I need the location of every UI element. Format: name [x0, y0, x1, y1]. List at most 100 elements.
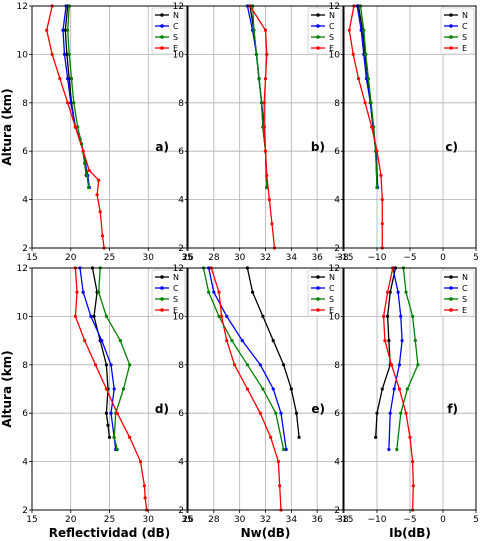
data-point-S: [413, 339, 417, 343]
data-point-E: [87, 168, 91, 173]
data-point-C: [212, 290, 216, 294]
y-tick-label: 12: [329, 264, 340, 274]
data-point-N: [271, 339, 275, 343]
x-tick-label: 35: [181, 253, 192, 263]
data-point-E: [50, 52, 54, 57]
data-point-S: [76, 125, 80, 129]
data-point-E: [389, 363, 394, 367]
data-point-E: [404, 411, 408, 415]
legend-label-N: N: [462, 11, 468, 20]
y-axis-label: Altura (km): [0, 350, 14, 427]
x-tick-label: 36: [311, 515, 323, 525]
data-point-C: [81, 290, 85, 294]
legend-label-C: C: [329, 284, 335, 293]
y-tick-label: 4: [22, 458, 28, 468]
x-tick-label: −15: [335, 515, 354, 525]
data-point-C: [240, 339, 244, 343]
data-point-S: [252, 28, 256, 32]
data-point-E: [100, 234, 105, 238]
legend-marker-E: [449, 46, 453, 50]
x-tick-label: 25: [104, 515, 115, 525]
data-point-S: [245, 363, 250, 367]
x-tick-label: 20: [65, 253, 77, 263]
data-point-N: [388, 290, 392, 294]
x-tick-label: 0: [440, 515, 446, 525]
legend-marker-E: [160, 308, 164, 312]
x-tick-label: 35: [181, 515, 192, 525]
data-point-N: [385, 314, 390, 318]
data-point-S: [115, 447, 119, 452]
legend-marker-N: [316, 275, 320, 279]
data-point-E: [411, 484, 415, 488]
x-tick-label: 26: [182, 253, 194, 263]
legend-marker-C: [160, 286, 164, 290]
data-point-E: [232, 363, 237, 367]
data-point-N: [104, 363, 108, 367]
data-point-S: [416, 363, 420, 367]
x-tick-label: 26: [182, 515, 194, 525]
data-point-E: [75, 290, 79, 294]
legend-marker-N: [449, 13, 453, 17]
data-point-C: [62, 52, 67, 57]
data-point-C: [100, 339, 104, 343]
data-point-C: [388, 411, 392, 415]
x-tick-label: −15: [335, 253, 354, 263]
y-tick-label: 4: [22, 196, 28, 206]
y-tick-label: 6: [22, 147, 28, 157]
data-point-N: [289, 387, 293, 391]
data-point-E: [375, 149, 379, 153]
panel-label: f): [447, 402, 458, 416]
x-tick-label: 36: [311, 253, 323, 263]
legend-marker-C: [160, 24, 164, 28]
data-point-S: [86, 185, 91, 190]
data-point-E: [217, 290, 221, 294]
legend-label-E: E: [173, 306, 178, 315]
data-point-E: [267, 198, 271, 202]
x-tick-label: 25: [104, 253, 115, 263]
data-point-N: [250, 290, 255, 294]
legend-label-S: S: [329, 33, 334, 42]
data-point-E: [265, 52, 269, 57]
data-point-E: [262, 101, 266, 105]
panel-label: c): [445, 140, 458, 154]
y-tick-label: 10: [17, 312, 29, 322]
data-point-S: [66, 28, 70, 32]
legend-marker-E: [316, 46, 320, 50]
data-point-N: [297, 435, 301, 439]
legend-marker-E: [160, 46, 164, 50]
legend-label-C: C: [173, 284, 179, 293]
data-point-S: [112, 435, 116, 439]
data-point-N: [261, 314, 265, 318]
x-tick-label: 32: [260, 253, 271, 263]
legend-marker-S: [449, 297, 453, 301]
data-point-S: [207, 290, 211, 294]
legend-marker-C: [449, 24, 453, 28]
data-point-S: [260, 101, 264, 105]
x-tick-label: 5: [473, 515, 479, 525]
series-line-E: [74, 267, 148, 511]
y-tick-label: 6: [22, 409, 28, 419]
y-tick-label: 12: [173, 2, 184, 12]
data-point-N: [375, 411, 379, 415]
data-point-C: [109, 411, 113, 415]
y-tick-label: 6: [178, 147, 184, 157]
data-point-N: [104, 411, 108, 415]
data-point-S: [257, 77, 261, 81]
x-axis-label: Nw(dB): [241, 526, 291, 540]
series-line-N: [246, 267, 300, 438]
data-point-S: [217, 314, 221, 318]
series-line-S: [67, 5, 90, 188]
series-line-C: [208, 267, 287, 450]
x-tick-label: 28: [208, 253, 220, 263]
data-point-E: [408, 435, 412, 439]
data-point-C: [112, 387, 116, 391]
x-tick-label: 30: [234, 253, 246, 263]
legend-box: [440, 269, 475, 317]
data-point-S: [399, 411, 403, 415]
legend-marker-S: [316, 35, 320, 39]
x-tick-label: 34: [286, 253, 298, 263]
y-tick-label: 8: [178, 361, 184, 371]
x-axis-label: Reflectividad (dB): [49, 526, 170, 540]
